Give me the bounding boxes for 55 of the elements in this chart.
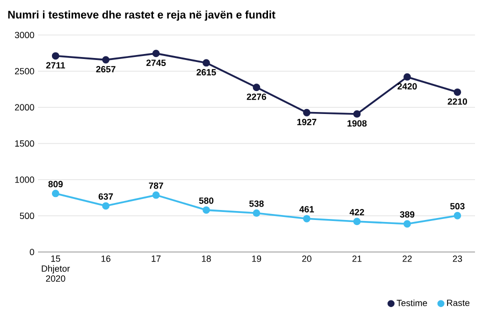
data-label: 2210 [448, 98, 468, 105]
x-tick-label: 18 [202, 256, 211, 262]
point [403, 73, 411, 81]
point [303, 214, 310, 222]
data-label: 2711 [46, 62, 66, 68]
y-tick-label: 2000 [14, 104, 34, 111]
point [252, 84, 260, 92]
point [454, 212, 462, 220]
x-tick-label: 17 [152, 256, 161, 262]
y-tick-label: 2500 [14, 68, 34, 74]
point [202, 206, 210, 214]
point [252, 209, 260, 217]
y-tick-label: 0 [30, 248, 34, 256]
point [353, 218, 361, 226]
x-tick-label: 19 [252, 256, 262, 262]
point [202, 59, 210, 67]
point [102, 202, 110, 210]
data-label: 580 [199, 197, 214, 204]
data-label: 809 [48, 180, 63, 188]
y-tick-label: 1500 [15, 140, 34, 147]
data-label: 787 [148, 182, 164, 189]
x-tick-label: 21 [352, 256, 362, 262]
data-label: 2276 [246, 94, 266, 100]
point [52, 52, 60, 60]
point [152, 191, 160, 199]
data-label: 1927 [297, 118, 316, 126]
chart-title: Numri i testimeve dhe rastet e reja në javën e fundit [8, 10, 276, 21]
point [52, 190, 60, 198]
data-label: 461 [299, 206, 314, 212]
data-label: 503 [450, 203, 465, 210]
y-tick-label: 500 [20, 212, 34, 220]
data-label: 2615 [196, 69, 216, 76]
x-tick-label: 23 [452, 256, 462, 262]
point [353, 110, 361, 118]
data-label: 1908 [348, 120, 367, 127]
point [303, 108, 310, 116]
data-label: 2420 [398, 83, 417, 90]
point [454, 88, 462, 96]
legend-label: Testime [396, 300, 428, 306]
y-tick-label: 3000 [14, 32, 34, 38]
data-label: 422 [350, 208, 364, 216]
data-label: 637 [98, 193, 113, 200]
x-tick-label: 15 Dhjetor 2020 [42, 256, 70, 282]
x-tick-label: 22 [402, 256, 412, 262]
data-label: 2745 [146, 60, 166, 66]
data-label: 538 [249, 200, 264, 207]
x-tick-label: 16 [102, 256, 110, 262]
data-label: 2657 [96, 66, 116, 72]
x-tick-label: 20 [302, 256, 312, 262]
y-tick-label: 1000 [15, 176, 34, 183]
data-label: 389 [400, 211, 414, 218]
legend-label: Raste [447, 300, 470, 306]
point [403, 220, 411, 228]
point [152, 50, 160, 58]
point [102, 56, 110, 64]
